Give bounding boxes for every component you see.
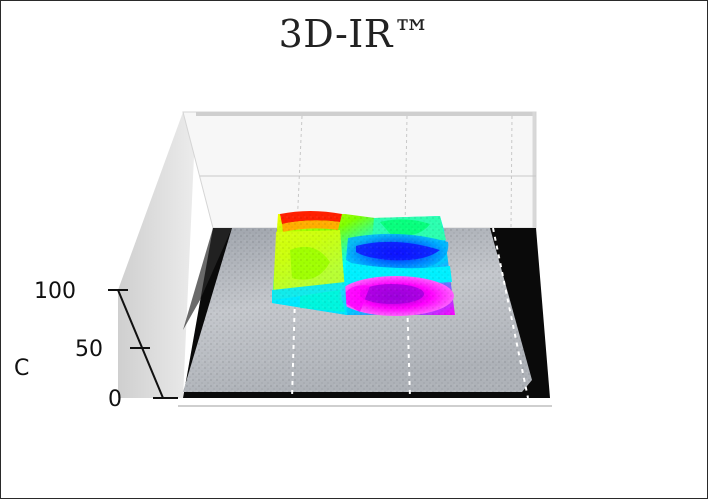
chart-title: 3D-IR™ — [278, 12, 432, 56]
z-tick-0: 0 — [108, 387, 122, 412]
z-tick-100: 100 — [34, 279, 76, 304]
ir-surface — [272, 211, 455, 316]
left-wall — [118, 112, 196, 398]
back-wall — [182, 111, 537, 229]
back-wall-grid — [200, 115, 536, 229]
z-axis-ticks — [108, 289, 173, 399]
z-tick-50: 50 — [75, 337, 103, 362]
z-axis-label: C — [14, 356, 29, 381]
floor-photo-shadow — [183, 228, 232, 330]
